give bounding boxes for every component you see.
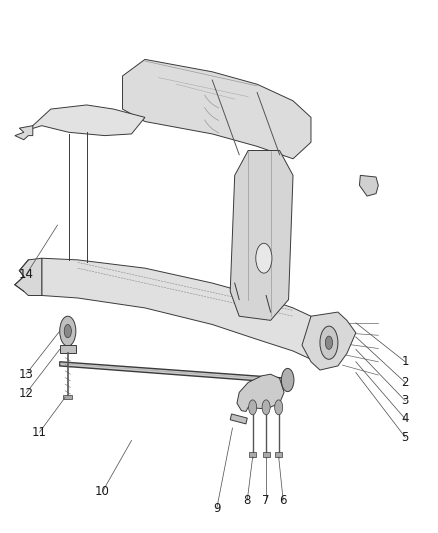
Polygon shape xyxy=(28,105,145,135)
Polygon shape xyxy=(275,452,282,457)
Circle shape xyxy=(281,368,294,392)
Circle shape xyxy=(275,400,283,415)
Circle shape xyxy=(256,243,272,273)
Text: 5: 5 xyxy=(402,431,409,443)
Polygon shape xyxy=(249,452,256,457)
Polygon shape xyxy=(360,175,378,196)
Text: 3: 3 xyxy=(402,394,409,407)
Polygon shape xyxy=(230,150,293,320)
Text: 10: 10 xyxy=(95,486,110,498)
Polygon shape xyxy=(42,258,311,359)
Text: 7: 7 xyxy=(262,494,270,507)
Text: 6: 6 xyxy=(279,494,287,507)
Circle shape xyxy=(64,325,71,338)
Polygon shape xyxy=(262,452,270,457)
Text: 1: 1 xyxy=(402,356,409,368)
Circle shape xyxy=(325,336,332,349)
Circle shape xyxy=(60,316,76,346)
Text: 2: 2 xyxy=(402,376,409,389)
Text: 4: 4 xyxy=(402,413,409,425)
Circle shape xyxy=(320,326,338,359)
Polygon shape xyxy=(60,362,289,383)
Text: 13: 13 xyxy=(19,368,33,381)
Polygon shape xyxy=(15,258,42,295)
Text: 14: 14 xyxy=(18,268,34,281)
Polygon shape xyxy=(64,395,72,399)
Polygon shape xyxy=(302,312,356,370)
Text: 11: 11 xyxy=(32,426,47,439)
Text: 9: 9 xyxy=(213,502,220,515)
Text: 8: 8 xyxy=(244,494,251,507)
Circle shape xyxy=(249,400,257,415)
Polygon shape xyxy=(123,59,311,159)
Polygon shape xyxy=(237,374,284,411)
Polygon shape xyxy=(230,414,247,424)
Text: 12: 12 xyxy=(18,387,34,400)
Polygon shape xyxy=(15,126,33,140)
Polygon shape xyxy=(60,345,76,353)
Circle shape xyxy=(262,400,270,415)
